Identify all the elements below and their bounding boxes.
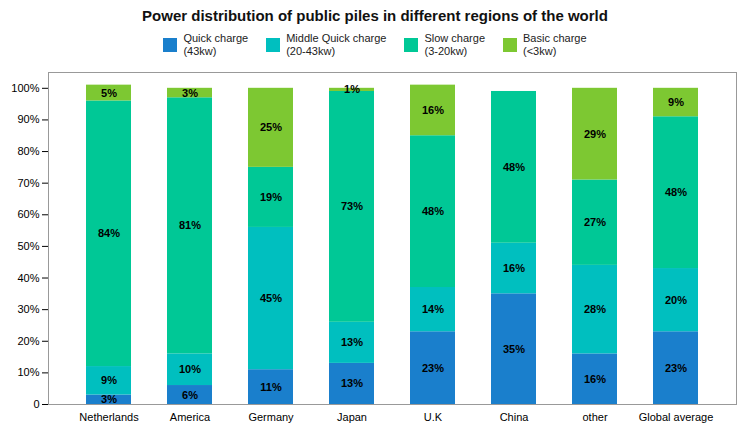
svg-text:other: other [582, 411, 607, 423]
svg-text:29%: 29% [584, 128, 606, 140]
svg-text:10%: 10% [179, 363, 201, 375]
svg-text:25%: 25% [260, 121, 282, 133]
svg-text:81%: 81% [179, 219, 201, 231]
svg-text:19%: 19% [260, 191, 282, 203]
svg-text:20%: 20% [665, 294, 687, 306]
svg-text:60%: 60% [17, 208, 39, 220]
svg-text:0: 0 [33, 398, 39, 410]
svg-text:U.K: U.K [424, 411, 443, 423]
svg-text:Germany: Germany [248, 411, 294, 423]
svg-text:48%: 48% [422, 205, 444, 217]
svg-text:40%: 40% [17, 272, 39, 284]
html-text:Power distribution of public p: Power distribution of public piles in di… [142, 7, 608, 24]
svg-text:50%: 50% [17, 240, 39, 252]
svg-text:23%: 23% [665, 362, 687, 374]
svg-text:9%: 9% [668, 96, 684, 108]
svg-text:35%: 35% [503, 343, 525, 355]
svg-text:16%: 16% [422, 104, 444, 116]
svg-text:100%: 100% [11, 82, 39, 94]
svg-text:Netherlands: Netherlands [79, 411, 139, 423]
svg-text:3%: 3% [101, 393, 117, 405]
svg-text:48%: 48% [665, 186, 687, 198]
svg-text:84%: 84% [98, 227, 120, 239]
svg-text:10%: 10% [17, 366, 39, 378]
html-text:Quick charge (43kw): Quick charge (43kw) [183, 32, 249, 57]
svg-text:16%: 16% [503, 262, 525, 274]
svg-text:70%: 70% [17, 177, 39, 189]
svg-text:45%: 45% [260, 292, 282, 304]
html-text:Slow charge (3-20kw): Slow charge (3-20kw) [424, 32, 485, 57]
svg-text:America: America [170, 411, 211, 423]
svg-text:27%: 27% [584, 216, 606, 228]
svg-text:6%: 6% [182, 389, 198, 401]
svg-text:13%: 13% [341, 336, 363, 348]
svg-text:20%: 20% [17, 335, 39, 347]
svg-text:9%: 9% [101, 374, 117, 386]
svg-text:16%: 16% [584, 373, 606, 385]
html-text:Middle Quick charge (20-43kw): Middle Quick charge (20-43kw) [286, 32, 387, 57]
svg-text:80%: 80% [17, 145, 39, 157]
svg-text:14%: 14% [422, 303, 444, 315]
svg-text:3%: 3% [182, 87, 198, 99]
svg-text:30%: 30% [17, 303, 39, 315]
svg-text:73%: 73% [341, 200, 363, 212]
svg-text:90%: 90% [17, 113, 39, 125]
svg-text:23%: 23% [422, 362, 444, 374]
svg-text:Japan: Japan [337, 411, 367, 423]
svg-text:11%: 11% [260, 381, 282, 393]
html-text:Basic charge (<3kw): Basic charge (<3kw) [523, 32, 587, 57]
svg-text:13%: 13% [341, 377, 363, 389]
svg-text:28%: 28% [584, 303, 606, 315]
svg-text:China: China [500, 411, 530, 423]
svg-text:1%: 1% [344, 83, 360, 95]
svg-text:48%: 48% [503, 161, 525, 173]
svg-text:5%: 5% [101, 87, 117, 99]
svg-text:Global average: Global average [639, 411, 714, 423]
